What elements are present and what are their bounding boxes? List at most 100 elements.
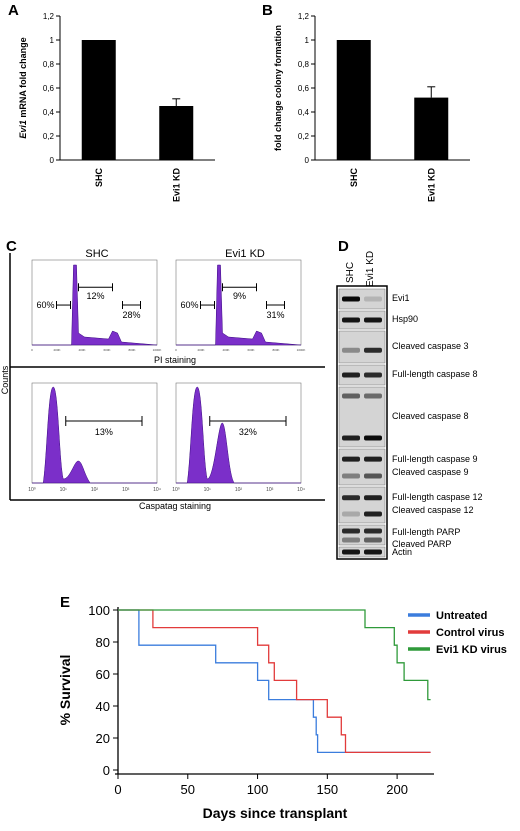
blot-strip: [338, 330, 386, 364]
blot-label: Full-length caspase 8: [392, 369, 478, 379]
panel-letter-e: E: [60, 594, 71, 611]
b-y-tick-label: 0,8: [298, 60, 310, 69]
c-pi-xlabel: PI staining: [154, 355, 196, 365]
c-caspatag-tick-label: 10³: [266, 487, 274, 493]
c-pi-tick-label: 400K: [222, 348, 229, 352]
b-category-label: SHC: [349, 168, 359, 188]
a-category-label: SHC: [94, 168, 104, 188]
b-y-label: fold change colony formation: [273, 25, 283, 151]
blot-band: [342, 393, 360, 399]
b-y-tick-label: 0,4: [298, 108, 310, 117]
blot-band: [364, 296, 382, 302]
blot-strip: [338, 448, 386, 486]
blot-label: Cleaved caspase 9: [392, 467, 469, 477]
c-caspatag-tick-label: 10¹: [60, 487, 68, 493]
blot-band: [342, 528, 360, 534]
blot-label: Cleaved PARP: [392, 539, 452, 549]
panel-letter-d: D: [338, 238, 349, 255]
c-col-title-shc: SHC: [85, 248, 108, 260]
c-caspatag-histogram: [176, 386, 301, 484]
blot-strip: [338, 486, 386, 524]
a-y-tick-label: 1: [50, 36, 55, 45]
c-pi-tick-label: 0: [31, 348, 33, 352]
e-legend-label: Untreated: [436, 610, 487, 622]
b-bar: [336, 40, 371, 160]
bar-chart-a: 0 0,2 0,4 0,6 0,8 1 1,2 SHC Evi1 KD Evi1 mRNA fol…: [18, 12, 215, 203]
e-x-label: Days since transplant: [203, 805, 348, 821]
a-y-tick-label: 0,6: [43, 84, 55, 93]
e-legend-label: Control virus: [436, 627, 504, 639]
c-gate-label: 12%: [86, 291, 104, 301]
c-caspatag-tick-label: 10⁰: [172, 487, 180, 493]
blot-band: [342, 537, 360, 543]
blot-band: [342, 549, 360, 555]
blot-strip: [338, 288, 386, 310]
e-y-tick-label: 60: [96, 667, 110, 682]
c-y-label: Counts: [0, 365, 10, 394]
e-legend-label: Evi1 KD virus: [436, 644, 507, 656]
a-bar: [159, 106, 194, 160]
blot-label: Full-length PARP: [392, 527, 461, 537]
a-y-tick-label: 1,2: [43, 12, 55, 21]
e-x-tick-label: 0: [114, 782, 121, 797]
blot-label: Full-length caspase 12: [392, 492, 483, 502]
blot-band: [342, 435, 360, 441]
a-y-label-italic: Evi1: [18, 120, 28, 139]
blot-label: Cleaved caspase 8: [392, 411, 469, 421]
blot-strip: [338, 364, 386, 386]
blot-label: Cleaved caspase 3: [392, 341, 469, 351]
blot-band: [364, 393, 382, 399]
a-y-tick-label: 0,2: [43, 132, 55, 141]
blot-band: [364, 372, 382, 378]
a-category-label: Evi1 KD: [171, 168, 181, 203]
c-gate-label: 60%: [180, 300, 198, 310]
c-gate-label: 60%: [36, 300, 54, 310]
blot-band: [364, 435, 382, 441]
e-x-tick-label: 100: [247, 782, 269, 797]
a-y-label-rest: mRNA fold change: [18, 37, 28, 120]
a-y-tick-label: 0,4: [43, 108, 55, 117]
c-pi-tick-label: 1000K: [297, 348, 306, 352]
blot-band: [364, 511, 382, 517]
c-gate-label: 31%: [266, 310, 284, 320]
blot-band: [342, 456, 360, 462]
c-pi-tick-label: 1000K: [153, 348, 162, 352]
e-series-line: [118, 609, 431, 754]
c-col-title-kd: Evi1 KD: [225, 248, 265, 260]
blot-band: [364, 317, 382, 323]
b-category-label: Evi1 KD: [426, 168, 436, 203]
flow-histograms: SHC Evi1 KD Counts PI staining Caspatag stai…: [0, 248, 325, 511]
e-y-tick-label: 100: [88, 603, 110, 618]
c-gate-label: 9%: [233, 291, 246, 301]
e-y-tick-label: 0: [103, 763, 110, 778]
c-gate-label: 32%: [239, 427, 257, 437]
e-series-line: [118, 609, 431, 701]
survival-chart: 0 20 40 60 80 100 0 50 100 150 200 % Survival Days s…: [57, 603, 507, 821]
c-caspatag-tick-label: 10⁰: [28, 487, 36, 493]
a-bar: [81, 40, 116, 160]
b-bar: [414, 97, 449, 160]
e-x-tick-label: 50: [181, 782, 195, 797]
a-y-label: Evi1 mRNA fold change: [18, 37, 28, 138]
c-pi-tick-label: 400K: [78, 348, 85, 352]
a-y-tick-label: 0: [50, 156, 55, 165]
e-series-line: [118, 609, 431, 754]
blot-band: [342, 317, 360, 323]
e-y-tick-label: 80: [96, 635, 110, 650]
blot-band: [342, 495, 360, 501]
blot-band: [364, 495, 382, 501]
b-y-tick-label: 0,6: [298, 84, 310, 93]
panel-letter-a: A: [8, 2, 19, 19]
blot-label: Cleaved caspase 12: [392, 505, 474, 515]
blot-col-header-kd: Evi1 KD: [365, 251, 376, 287]
blot-band: [342, 372, 360, 378]
e-y-tick-label: 20: [96, 731, 110, 746]
blot-band: [364, 549, 382, 555]
b-y-tick-label: 1,2: [298, 12, 310, 21]
c-gate-label: 13%: [95, 427, 113, 437]
blot-band: [364, 473, 382, 479]
blot-label: Evi1: [392, 293, 410, 303]
blot-band: [342, 511, 360, 517]
e-y-tick-label: 40: [96, 699, 110, 714]
blot-label: Actin: [392, 547, 413, 557]
